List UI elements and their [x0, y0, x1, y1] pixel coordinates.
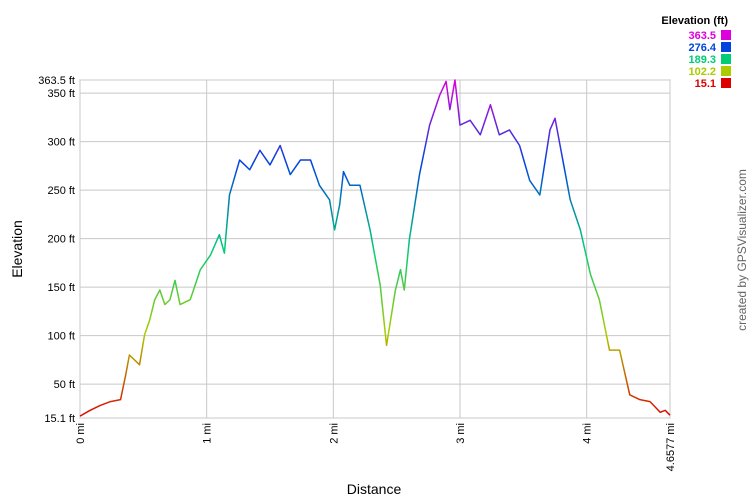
- x-tick-label: 0 mi: [75, 423, 87, 444]
- legend-swatch: [721, 78, 731, 88]
- x-tick-label: 3 mi: [455, 423, 467, 444]
- y-tick-label: 350 ft: [47, 88, 75, 100]
- plot-area: [79, 79, 671, 419]
- credit: created by GPSVisualizer.com: [735, 169, 749, 331]
- x-tick-label: 2 mi: [328, 423, 340, 444]
- y-tick-label: 50 ft: [54, 379, 75, 391]
- legend-swatch: [721, 66, 731, 76]
- x-axis-title: Distance: [347, 481, 402, 497]
- legend-label: 15.1: [695, 78, 716, 90]
- y-tick-label: 363.5 ft: [38, 75, 75, 87]
- x-tick-label: 1 mi: [202, 423, 214, 444]
- legend-label: 276.4: [688, 42, 716, 54]
- y-tick-label: 300 ft: [47, 137, 75, 149]
- x-tick-label: 4.6577 mi: [665, 423, 677, 471]
- legend-label: 102.2: [688, 66, 716, 78]
- y-tick-label: 150 ft: [47, 282, 75, 294]
- y-tick-label: 15.1 ft: [44, 413, 75, 425]
- legend-label: 189.3: [688, 54, 716, 66]
- y-axis-title: Elevation: [9, 220, 25, 278]
- y-tick-label: 100 ft: [47, 331, 75, 343]
- y-tick-label: 250 ft: [47, 185, 75, 197]
- legend-title: Elevation (ft): [661, 15, 728, 27]
- legend-swatch: [721, 54, 731, 64]
- x-tick-label: 4 mi: [582, 423, 594, 444]
- elevation-line: [79, 79, 671, 417]
- legend-swatch: [721, 42, 731, 52]
- legend-swatch: [721, 30, 731, 40]
- y-tick-label: 200 ft: [47, 234, 75, 246]
- legend-label: 363.5: [688, 30, 716, 42]
